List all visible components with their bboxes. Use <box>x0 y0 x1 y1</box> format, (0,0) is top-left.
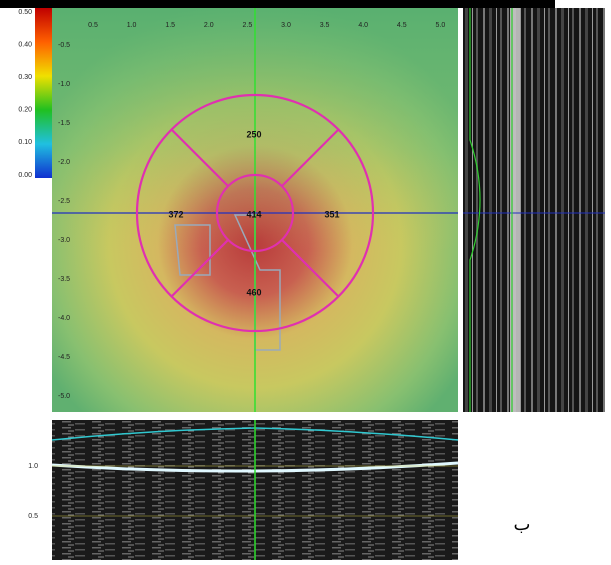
scale-label: 0.10 <box>18 139 32 146</box>
y-label: -4.5 <box>58 354 70 361</box>
x-label: 4.5 <box>397 22 407 29</box>
x-label: 2.5 <box>243 22 253 29</box>
scale-label: 0.50 <box>18 9 32 16</box>
b-scan-label: 0.5 <box>28 513 38 520</box>
y-label: -1.0 <box>58 81 70 88</box>
sector-value: 351 <box>324 209 339 219</box>
b-scan <box>52 420 458 560</box>
x-label: 1.5 <box>165 22 175 29</box>
y-label: -5.0 <box>58 393 70 400</box>
scale-label: 0.40 <box>18 41 32 48</box>
y-label: -3.5 <box>58 276 70 283</box>
y-label: -0.5 <box>58 42 70 49</box>
scale-label: 0.30 <box>18 74 32 81</box>
b-scan-label: 1.0 <box>28 463 38 470</box>
scale-label: 0.00 <box>18 172 32 179</box>
x-label: 1.0 <box>127 22 137 29</box>
color-scale <box>35 8 52 178</box>
y-label: -2.0 <box>58 159 70 166</box>
x-label: 0.5 <box>88 22 98 29</box>
sector-value: 460 <box>246 287 261 297</box>
y-label: -4.0 <box>58 315 70 322</box>
oct-viewer: 0.50 0.40 0.30 0.20 0.10 0.00 0.5 1.0 1.5 2.0 2.5… <box>0 0 611 560</box>
x-label: 5.0 <box>436 22 446 29</box>
top-bar <box>0 0 555 8</box>
y-label: -2.5 <box>58 198 70 205</box>
sector-value: 372 <box>168 209 183 219</box>
scale-label: 0.20 <box>18 107 32 114</box>
sector-value: 250 <box>246 129 261 139</box>
y-label: -1.5 <box>58 120 70 127</box>
x-label: 4.0 <box>358 22 368 29</box>
x-label: 3.5 <box>320 22 330 29</box>
side-scan <box>463 8 605 412</box>
sector-value: 414 <box>246 209 261 219</box>
side-note: ب <box>514 514 531 534</box>
y-label: -3.0 <box>58 237 70 244</box>
x-label: 2.0 <box>204 22 214 29</box>
x-label: 3.0 <box>281 22 291 29</box>
